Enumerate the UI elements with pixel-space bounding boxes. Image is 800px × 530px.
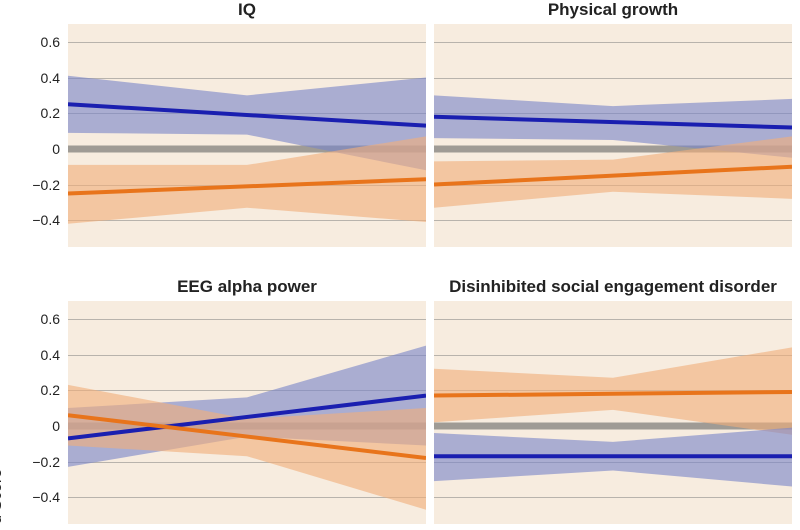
y-tick-label: 0.4 xyxy=(41,70,68,86)
y-tick-label: 0 xyxy=(52,418,68,434)
panel-title: EEG alpha power xyxy=(68,277,426,299)
series-layer xyxy=(68,301,426,524)
y-tick-label: −0.2 xyxy=(32,177,68,193)
panel-title: IQ xyxy=(68,0,426,22)
y-axis-label-fragment: d Score xyxy=(0,469,6,524)
y-tick-label: −0.4 xyxy=(32,212,68,228)
y-tick-label: −0.4 xyxy=(32,489,68,505)
series-layer xyxy=(68,24,426,247)
y-tick-label: 0.2 xyxy=(41,382,68,398)
panel-eeg: EEG alpha power−0.4−0.200.20.40.6 xyxy=(68,277,426,524)
panel-phys: Physical growth xyxy=(434,0,792,247)
series-layer xyxy=(434,301,792,524)
plot-area: −0.4−0.200.20.40.6 xyxy=(68,24,426,247)
panel-grid: IQ−0.4−0.200.20.40.6Physical growthEEG a… xyxy=(68,0,792,524)
panel-dsed: Disinhibited social engagement disorder xyxy=(434,277,792,524)
plot-area xyxy=(434,301,792,524)
y-tick-label: −0.2 xyxy=(32,454,68,470)
y-tick-label: 0.4 xyxy=(41,347,68,363)
plot-area: −0.4−0.200.20.40.6 xyxy=(68,301,426,524)
ci-band-orange xyxy=(434,136,792,207)
series-layer xyxy=(434,24,792,247)
y-tick-label: 0.6 xyxy=(41,311,68,327)
panel-iq: IQ−0.4−0.200.20.40.6 xyxy=(68,0,426,247)
plot-area xyxy=(434,24,792,247)
panel-title: Physical growth xyxy=(434,0,792,22)
y-tick-label: 0.6 xyxy=(41,34,68,50)
y-tick-label: 0 xyxy=(52,141,68,157)
y-tick-label: 0.2 xyxy=(41,105,68,121)
panel-title: Disinhibited social engagement disorder xyxy=(434,277,792,299)
